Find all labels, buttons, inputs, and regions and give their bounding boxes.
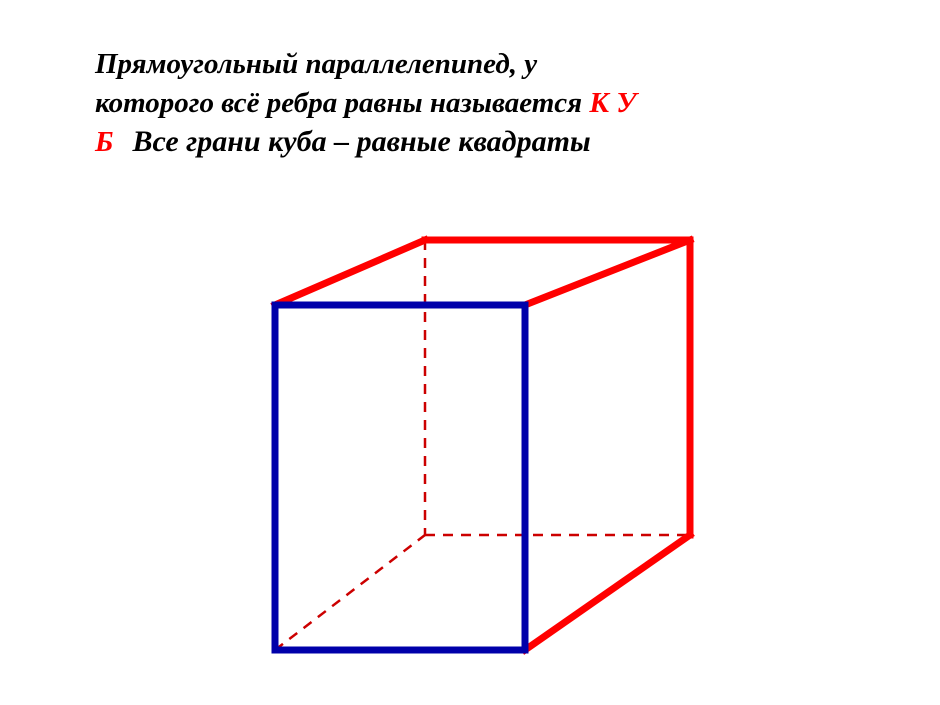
definition-line-1: Прямоугольный параллелепипед, у [95, 45, 895, 84]
hidden-edge-bottom-left-depth [275, 535, 425, 650]
front-face [275, 305, 525, 650]
cube-svg [225, 210, 745, 690]
definition-line-2: которого всё ребра равны называется К У [95, 84, 895, 123]
cube-label-part-2: Б [95, 126, 113, 158]
edge-bottom-right-depth [525, 535, 690, 650]
faces-statement: Все грани куба – равные квадраты [132, 125, 590, 158]
edge-top-left-depth [275, 240, 425, 305]
definition-line-2-black: которого всё ребра равны называется [95, 87, 582, 119]
edge-top-right-depth [525, 240, 690, 305]
definition-line-3-wrapper: Б Все грани куба – равные квадраты [95, 123, 895, 162]
cube-label-part-1: К У [582, 87, 636, 119]
front-face-square [275, 305, 525, 650]
cube-diagram [225, 210, 745, 690]
definition-text: Прямоугольный параллелепипед, у которого… [95, 45, 895, 162]
